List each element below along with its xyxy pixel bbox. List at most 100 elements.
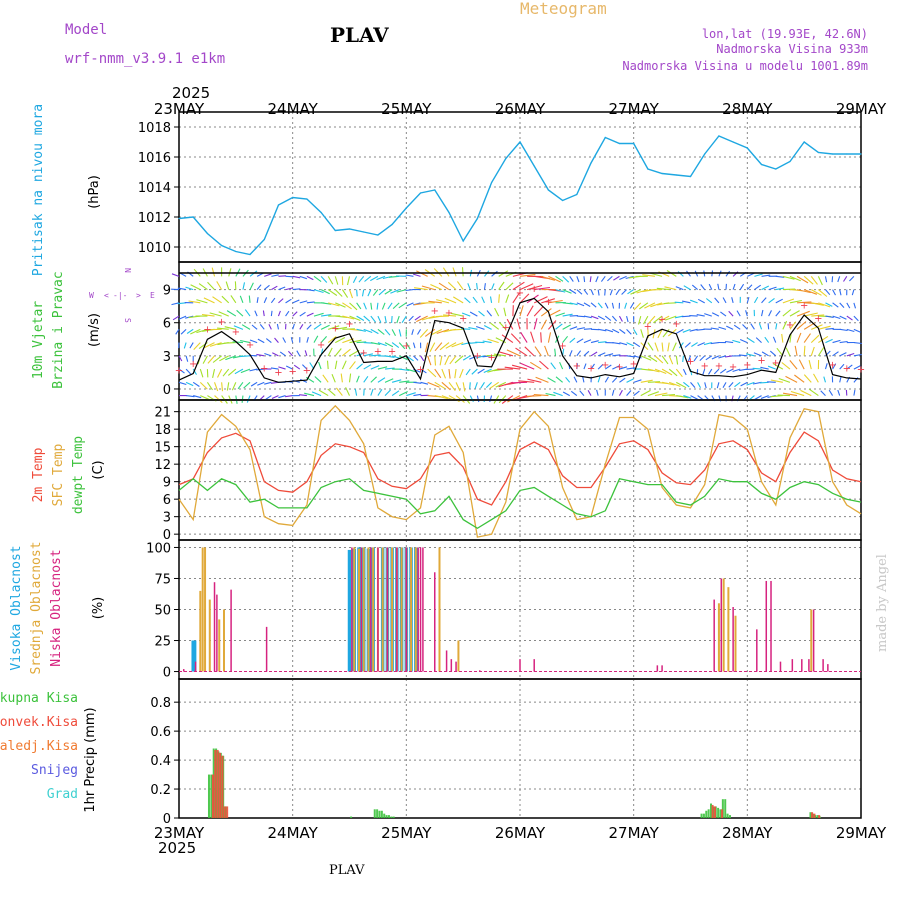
wind-arrow xyxy=(237,382,244,390)
pressure-point xyxy=(562,199,564,202)
wind-arrow xyxy=(618,315,623,322)
wind-arrow xyxy=(783,392,798,397)
wind-arrow xyxy=(677,271,684,277)
pressure-point xyxy=(505,157,507,160)
precip-total-bar xyxy=(380,810,383,818)
wind-arrow xyxy=(652,329,656,339)
wind-arrow xyxy=(348,289,354,299)
wind-arrow xyxy=(429,342,436,352)
pressure-point xyxy=(490,181,493,184)
cloud-mid-bar xyxy=(810,609,813,672)
wind-arrow xyxy=(583,276,586,283)
wind-arrow xyxy=(736,310,741,317)
wind-arrow xyxy=(533,318,538,330)
wind-arrow xyxy=(746,284,753,290)
wind-arrow xyxy=(541,275,556,281)
wind-arrow xyxy=(817,276,823,286)
wind-arrow xyxy=(378,289,386,296)
wind-gust-marker: + xyxy=(558,341,566,352)
wind-gust-marker: + xyxy=(857,364,865,375)
wind-arrow xyxy=(570,390,578,397)
wind-arrow xyxy=(435,315,449,318)
cloud-low-bar xyxy=(779,661,782,672)
wind-arrow xyxy=(370,376,377,383)
wind-arrow xyxy=(474,382,478,389)
cloud-low-bar xyxy=(377,547,379,672)
wind-arrow xyxy=(597,289,600,296)
wind-arrow xyxy=(643,315,649,325)
wind-arrow xyxy=(817,347,825,357)
wind-arrow xyxy=(511,364,528,370)
wind-arrow xyxy=(541,298,555,304)
wind-arrow xyxy=(299,324,304,330)
wind-arrow xyxy=(299,275,308,280)
wind-arrow xyxy=(832,351,839,357)
temp-sfc-line xyxy=(178,404,862,538)
coordinates-label: lon,lat (19.93E, 42.6N) xyxy=(702,27,868,41)
precip-total-bar xyxy=(721,799,724,818)
wind-arrow xyxy=(604,302,609,309)
wind-arrow xyxy=(745,353,755,357)
wind-arrow xyxy=(633,342,641,348)
precip-conv-bar xyxy=(818,815,821,818)
wind-arrow xyxy=(342,315,355,320)
cloud-low-bar xyxy=(419,547,422,672)
wind-gust-marker: + xyxy=(544,297,552,308)
wind-arrow xyxy=(186,328,194,334)
wind-arrow xyxy=(612,342,621,345)
wind-arrow xyxy=(413,381,422,384)
wind-arrow xyxy=(505,282,514,291)
cloud-low-bar xyxy=(445,650,448,672)
wind-arrow xyxy=(693,355,699,362)
wind-gust-marker: + xyxy=(203,325,211,336)
cloud-mid-bar xyxy=(362,547,365,672)
cloud-low-bar xyxy=(812,609,815,672)
wind-arrow xyxy=(789,333,792,343)
wind-arrow xyxy=(472,296,478,304)
wind-arrow xyxy=(636,289,649,294)
wind-arrow xyxy=(803,289,818,295)
wind-panel: 0 3 6 9 + + + + + + + + + + + + + + + + + + + + + + + + + + + + + + + + + + + +… xyxy=(163,261,865,404)
precip-conv-bar xyxy=(721,809,724,818)
wind-gust-marker: + xyxy=(814,314,822,325)
wind-arrow xyxy=(775,310,781,317)
wind-arrow xyxy=(327,289,338,296)
wind-gust-marker: + xyxy=(473,351,481,362)
wind-arrow xyxy=(263,284,270,291)
cloud-mid-bar xyxy=(199,590,202,672)
wind-arrow xyxy=(664,286,677,291)
wind-arrow xyxy=(612,365,620,370)
wind-arrow xyxy=(716,382,720,389)
wind-arrow xyxy=(565,376,571,383)
wind-arrow xyxy=(346,276,351,286)
wind-arrow xyxy=(448,382,456,392)
wind-arrow xyxy=(533,306,544,317)
wind-arrow xyxy=(583,350,590,357)
precip-total-bar xyxy=(207,774,210,818)
temp-unit: (C) xyxy=(91,460,106,479)
x-tick-bottom-23may: 23MAY xyxy=(154,824,205,842)
wind-arrow xyxy=(434,342,443,352)
wind-tick-label: 6 xyxy=(163,317,171,332)
wind-arrow xyxy=(398,391,408,397)
wind-arrow xyxy=(212,296,222,304)
wind-arrow xyxy=(576,363,578,370)
wind-arrow xyxy=(825,302,833,307)
wind-arrow xyxy=(569,350,573,357)
wind-arrow xyxy=(356,352,366,357)
precip-frame xyxy=(178,678,862,819)
wind-arrow xyxy=(302,364,308,370)
wind-arrow xyxy=(803,275,814,285)
wind-arrow xyxy=(839,302,845,308)
wind-arrow xyxy=(813,373,819,383)
wind-arrow xyxy=(767,381,776,383)
wind-arrow xyxy=(609,289,613,296)
pressure-point xyxy=(377,234,379,236)
wind-gust-marker: + xyxy=(686,357,694,368)
wind-arrow xyxy=(241,324,251,330)
pressure-point xyxy=(405,207,407,209)
wind-arrow xyxy=(825,327,834,330)
precip-conv-bar xyxy=(216,749,219,818)
wind-arrow xyxy=(501,334,514,344)
wind-arrow xyxy=(370,342,381,345)
